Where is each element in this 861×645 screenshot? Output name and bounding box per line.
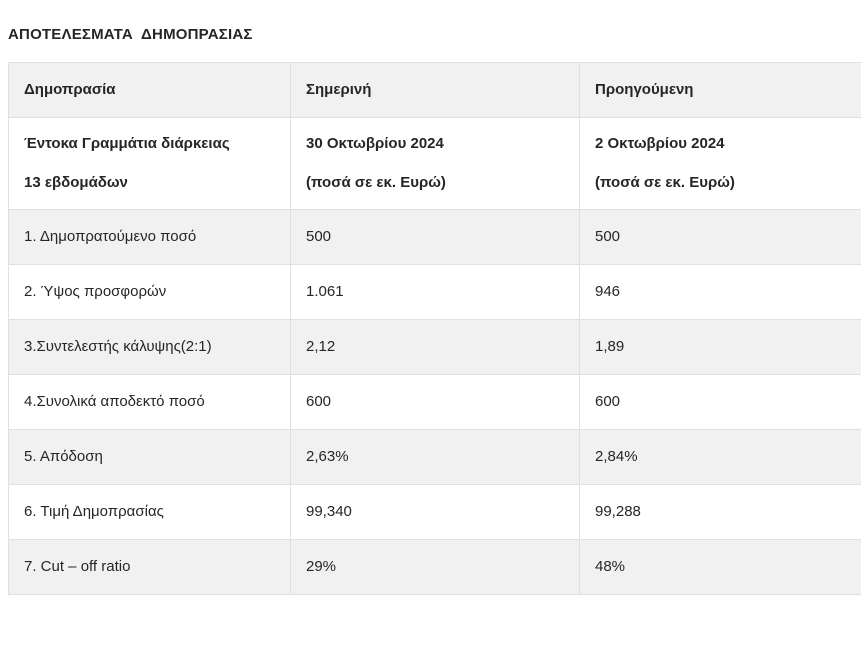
row-value-previous: 99,288 <box>580 485 861 540</box>
subheader-instrument: Έντοκα Γραμμάτια διάρκειας 13 εβδομάδων <box>9 118 291 210</box>
page-title: ΑΠΟΤΕΛΕΣΜΑΤΑ ΔΗΜΟΠΡΑΣΙΑΣ <box>8 27 861 43</box>
row-value-current: 600 <box>291 375 580 430</box>
row-value-previous: 600 <box>580 375 861 430</box>
row-label: 2. Ύψος προσφορών <box>9 265 291 320</box>
table-row: 5. Απόδοση 2,63% 2,84% <box>9 430 861 485</box>
previous-date: 2 Οκτωβρίου 2024 <box>595 132 847 156</box>
row-value-current: 29% <box>291 540 580 595</box>
row-label: 3.Συντελεστής κάλυψης(2:1) <box>9 320 291 375</box>
table-row: 1. Δημοπρατούμενο ποσό 500 500 <box>9 210 861 265</box>
row-label: 5. Απόδοση <box>9 430 291 485</box>
header-previous: Προηγούμενη <box>580 63 861 118</box>
previous-units-note: (ποσά σε εκ. Ευρώ) <box>595 171 847 195</box>
row-label: 7. Cut – off ratio <box>9 540 291 595</box>
row-value-previous: 1,89 <box>580 320 861 375</box>
current-date: 30 Οκτωβρίου 2024 <box>306 132 564 156</box>
instrument-line-1: Έντοκα Γραμμάτια διάρκειας <box>24 132 275 156</box>
table-row: 4.Συνολικά αποδεκτό ποσό 600 600 <box>9 375 861 430</box>
row-label: 6. Τιμή Δημοπρασίας <box>9 485 291 540</box>
row-value-previous: 500 <box>580 210 861 265</box>
table-subheader-row: Έντοκα Γραμμάτια διάρκειας 13 εβδομάδων … <box>9 118 861 210</box>
current-units-note: (ποσά σε εκ. Ευρώ) <box>306 171 564 195</box>
header-auction: Δημοπρασία <box>9 63 291 118</box>
row-value-current: 1.061 <box>291 265 580 320</box>
instrument-line-2: 13 εβδομάδων <box>24 171 275 195</box>
subheader-previous-date: 2 Οκτωβρίου 2024 (ποσά σε εκ. Ευρώ) <box>580 118 861 210</box>
table-header-row: Δημοπρασία Σημερινή Προηγούμενη <box>9 63 861 118</box>
row-value-previous: 946 <box>580 265 861 320</box>
row-value-current: 2,63% <box>291 430 580 485</box>
header-current: Σημερινή <box>291 63 580 118</box>
table-row: 3.Συντελεστής κάλυψης(2:1) 2,12 1,89 <box>9 320 861 375</box>
row-label: 1. Δημοπρατούμενο ποσό <box>9 210 291 265</box>
row-label: 4.Συνολικά αποδεκτό ποσό <box>9 375 291 430</box>
subheader-current-date: 30 Οκτωβρίου 2024 (ποσά σε εκ. Ευρώ) <box>291 118 580 210</box>
row-value-current: 500 <box>291 210 580 265</box>
row-value-current: 99,340 <box>291 485 580 540</box>
table-row: 2. Ύψος προσφορών 1.061 946 <box>9 265 861 320</box>
table-row: 6. Τιμή Δημοπρασίας 99,340 99,288 <box>9 485 861 540</box>
row-value-previous: 2,84% <box>580 430 861 485</box>
row-value-current: 2,12 <box>291 320 580 375</box>
table-row: 7. Cut – off ratio 29% 48% <box>9 540 861 595</box>
row-value-previous: 48% <box>580 540 861 595</box>
auction-results-table: Δημοπρασία Σημερινή Προηγούμενη Έντοκα Γ… <box>8 62 861 595</box>
